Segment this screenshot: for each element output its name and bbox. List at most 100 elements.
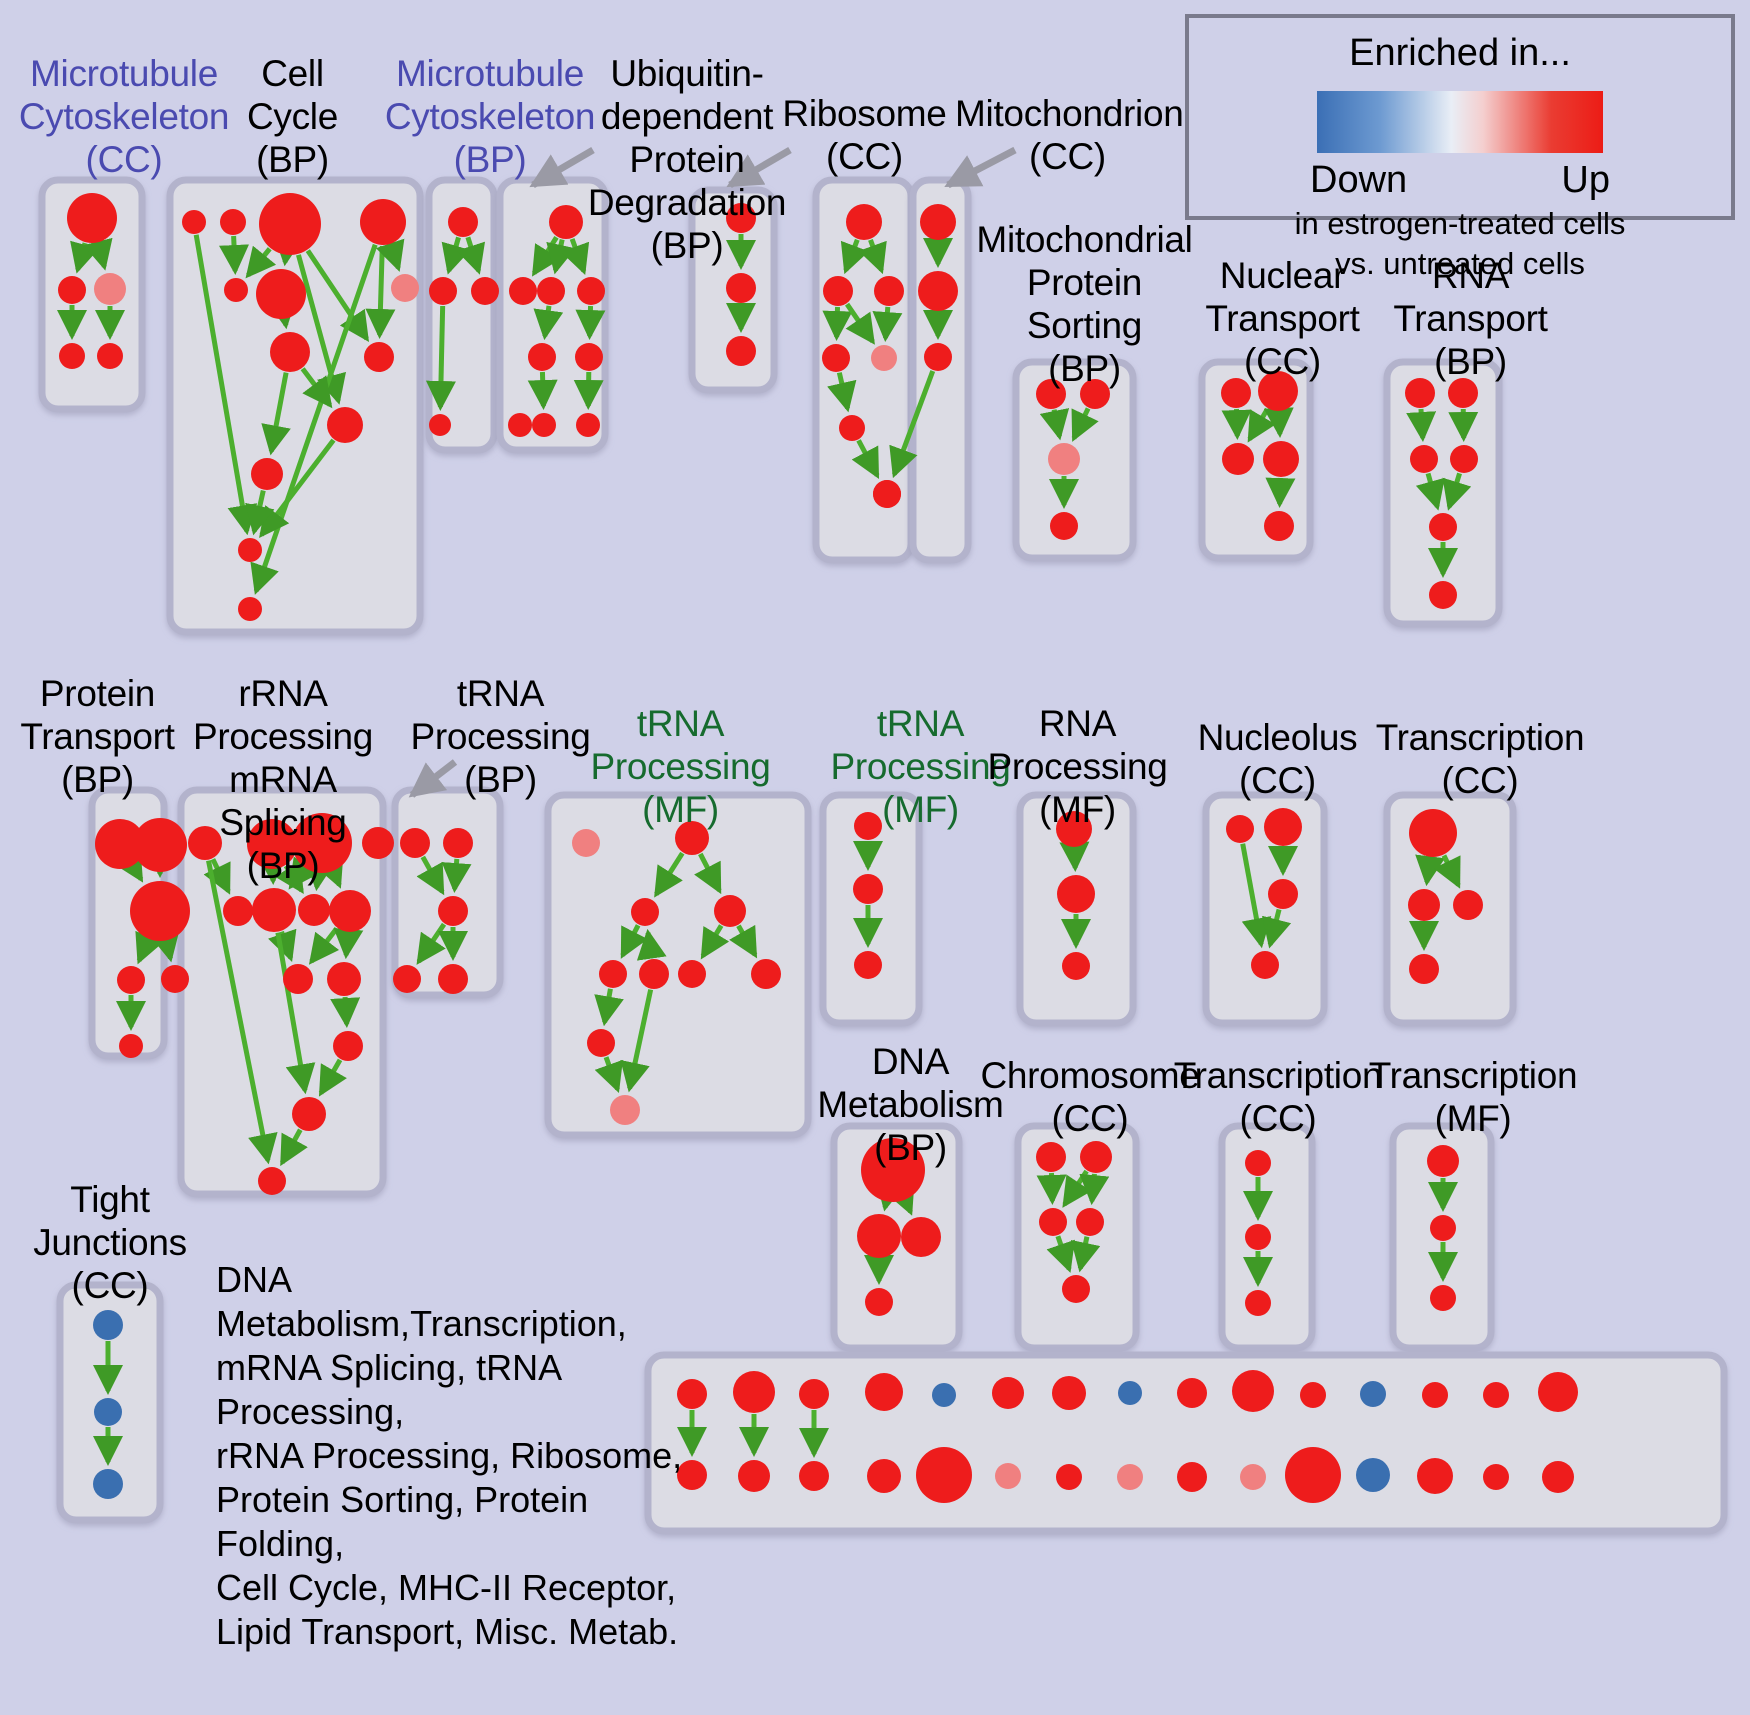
gene-set-node[interactable] [117,966,145,994]
gene-set-node[interactable] [678,960,706,988]
gene-set-node[interactable] [259,193,321,255]
gene-set-node[interactable] [429,414,451,436]
gene-set-node[interactable] [508,413,532,437]
gene-set-node[interactable] [1409,809,1457,857]
gene-set-node[interactable] [94,1398,122,1426]
gene-set-node[interactable] [846,204,882,240]
gene-set-node[interactable] [1048,443,1080,475]
gene-set-node[interactable] [799,1379,829,1409]
gene-set-node[interactable] [1538,1372,1578,1412]
gene-set-node[interactable] [576,413,600,437]
gene-set-node[interactable] [256,269,306,319]
gene-set-node[interactable] [238,597,262,621]
gene-set-node[interactable] [1542,1461,1574,1493]
gene-set-node[interactable] [920,204,956,240]
gene-set-node[interactable] [861,1138,925,1202]
gene-set-node[interactable] [1080,379,1110,409]
gene-set-node[interactable] [238,538,262,562]
gene-set-node[interactable] [714,895,746,927]
gene-set-node[interactable] [1448,378,1478,408]
gene-set-node[interactable] [1052,1376,1086,1410]
gene-set-node[interactable] [448,207,478,237]
gene-set-node[interactable] [362,827,394,859]
gene-set-node[interactable] [182,210,206,234]
gene-set-node[interactable] [1417,1458,1453,1494]
gene-set-node[interactable] [1118,1381,1142,1405]
gene-set-node[interactable] [130,881,190,941]
gene-set-node[interactable] [918,271,958,311]
gene-set-node[interactable] [865,1373,903,1411]
gene-set-node[interactable] [549,205,583,239]
gene-set-node[interactable] [577,277,605,305]
gene-set-node[interactable] [1076,1208,1104,1236]
gene-set-node[interactable] [995,1463,1021,1489]
gene-set-node[interactable] [854,951,882,979]
gene-set-node[interactable] [528,343,556,371]
gene-set-node[interactable] [751,959,781,989]
gene-set-node[interactable] [1062,1275,1090,1303]
gene-set-node[interactable] [471,277,499,305]
gene-set-node[interactable] [599,960,627,988]
gene-set-node[interactable] [537,277,565,305]
gene-set-node[interactable] [726,273,756,303]
gene-set-node[interactable] [854,812,882,840]
gene-set-node[interactable] [677,1379,707,1409]
gene-set-node[interactable] [1221,378,1251,408]
gene-set-node[interactable] [1177,1378,1207,1408]
gene-set-node[interactable] [133,818,187,872]
gene-set-node[interactable] [1264,511,1294,541]
gene-set-node[interactable] [1036,379,1066,409]
gene-set-node[interactable] [677,1460,707,1490]
gene-set-node[interactable] [1240,1464,1266,1490]
gene-set-node[interactable] [1263,441,1299,477]
gene-set-node[interactable] [1251,951,1279,979]
gene-set-node[interactable] [438,896,468,926]
gene-set-node[interactable] [1056,1464,1082,1490]
gene-set-node[interactable] [1483,1464,1509,1490]
gene-set-node[interactable] [675,821,709,855]
gene-set-node[interactable] [391,274,419,302]
gene-set-node[interactable] [575,343,603,371]
gene-set-node[interactable] [916,1447,972,1503]
gene-set-node[interactable] [871,345,897,371]
gene-set-node[interactable] [258,1167,286,1195]
gene-set-node[interactable] [360,199,406,245]
gene-set-node[interactable] [1453,890,1483,920]
gene-set-node[interactable] [119,1034,143,1058]
gene-set-node[interactable] [298,894,330,926]
gene-set-node[interactable] [67,193,117,243]
gene-set-node[interactable] [1177,1462,1207,1492]
gene-set-node[interactable] [161,965,189,993]
gene-set-node[interactable] [1232,1370,1274,1412]
gene-set-node[interactable] [587,1029,615,1057]
gene-set-node[interactable] [1410,445,1438,473]
gene-set-node[interactable] [270,332,310,372]
gene-set-node[interactable] [1117,1464,1143,1490]
gene-set-node[interactable] [327,407,363,443]
gene-set-node[interactable] [639,959,669,989]
gene-set-node[interactable] [1245,1290,1271,1316]
gene-set-node[interactable] [874,276,904,306]
gene-set-node[interactable] [251,458,283,490]
gene-set-node[interactable] [59,343,85,369]
gene-set-node[interactable] [1429,513,1457,541]
gene-set-node[interactable] [283,964,313,994]
gene-set-node[interactable] [443,828,473,858]
gene-set-node[interactable] [333,1031,363,1061]
gene-set-node[interactable] [364,342,394,372]
gene-set-node[interactable] [1258,371,1298,411]
gene-set-node[interactable] [292,1097,326,1131]
gene-set-node[interactable] [924,343,952,371]
gene-set-node[interactable] [839,415,865,441]
gene-set-node[interactable] [188,826,222,860]
gene-set-node[interactable] [1405,378,1435,408]
gene-set-node[interactable] [873,480,901,508]
gene-set-node[interactable] [93,1310,123,1340]
gene-set-node[interactable] [631,898,659,926]
gene-set-node[interactable] [429,277,457,305]
gene-set-node[interactable] [572,829,600,857]
gene-set-node[interactable] [799,1461,829,1491]
gene-set-node[interactable] [1268,879,1298,909]
gene-set-node[interactable] [726,336,756,366]
gene-set-node[interactable] [1245,1150,1271,1176]
